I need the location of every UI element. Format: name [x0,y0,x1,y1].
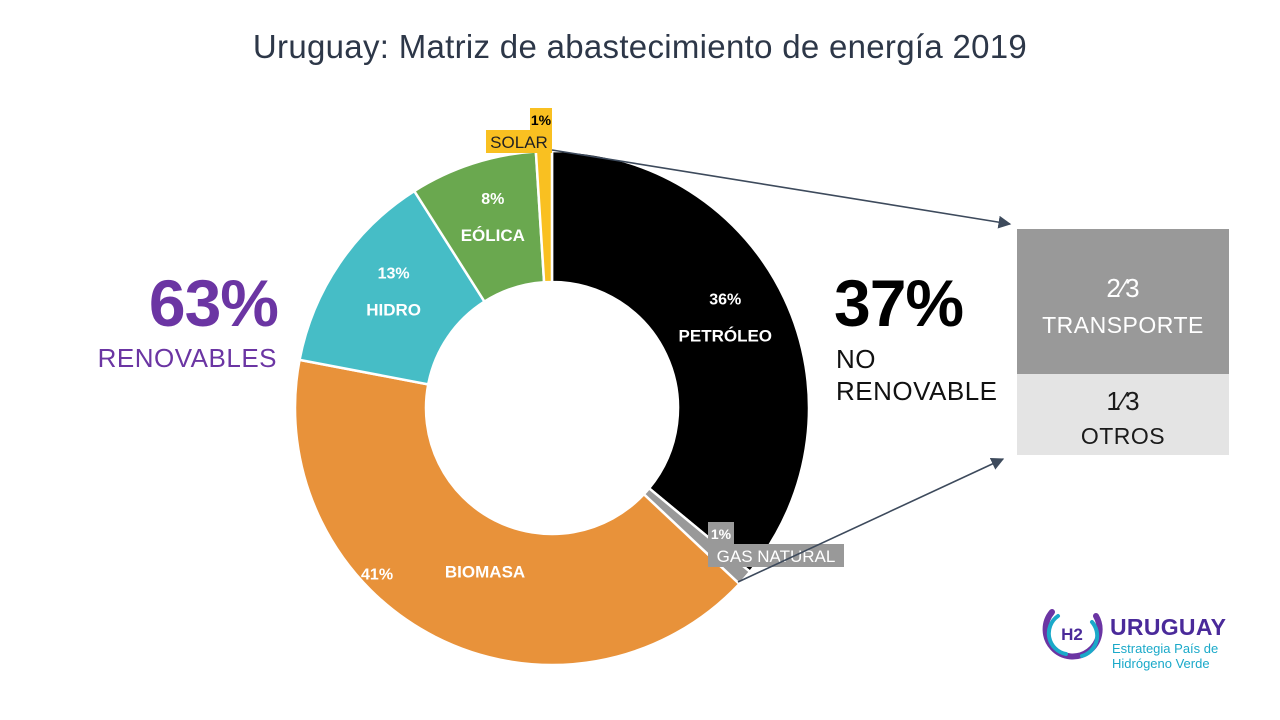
slice-label-value-solar: 1% [531,112,552,128]
nonrenewable-percent: 37% [834,266,964,340]
renewable-percent: 63% [148,266,279,340]
slice-label-name-eolica: EÓLICA [461,226,525,245]
others-label: OTROS [1080,423,1166,449]
callout-arrow-top [551,149,1012,229]
slice-label-value-petroleo: 36% [709,291,741,308]
solar-label-bg [530,108,552,130]
slice-label-name-petroleo: PETRÓLEO [679,326,773,345]
chart-title: Uruguay: Matriz de abastecimiento de ene… [252,28,1028,65]
others-fraction: 1⁄3 [1106,386,1140,416]
h2-logo-icon: H2 [1042,609,1103,660]
slice-label-value-eolica: 8% [481,191,504,208]
transport-box: 2⁄3 TRANSPORTE [1017,229,1229,374]
gas-label-bg [708,522,734,544]
logo-subtitle-line2: Hidrógeno Verde [1112,656,1210,671]
logo-mark-text: H2 [1061,625,1083,644]
slice-label-value-gas-natural: 1% [711,526,732,542]
slice-label-value-biomasa: 41% [361,567,393,584]
gas-name-bg [708,544,844,567]
callout-arrow-bottom [737,458,1005,583]
logo-subtitle-line1: Estrategia País de [1112,641,1219,656]
logo-name: URUGUAY [1110,614,1227,640]
slice-label-name-solar: SOLAR [490,133,548,152]
slice-label-name-hidro: HIDRO [366,300,421,319]
renewable-label: RENOVABLES [97,343,277,373]
slice-label-name-gas-natural: GAS NATURAL [717,547,836,566]
others-box: 1⁄3 OTROS [1017,374,1229,455]
nonrenewable-label-line2: RENOVABLE [836,376,998,406]
transport-fraction: 2⁄3 [1106,273,1140,303]
slice-label-value-hidro: 13% [378,265,410,282]
slice-label-name-biomasa: BIOMASA [445,563,525,582]
nonrenewable-label-line1: NO [836,344,876,374]
slice-petroleo [550,149,811,574]
logo-subtitle: Estrategia País de Hidrógeno Verde [1112,641,1218,671]
solar-name-bg [486,130,552,153]
slice-biomasa [293,358,742,667]
h2-uruguay-logo: H2 URUGUAY Estrategia País de Hidrógeno … [1038,600,1238,671]
nonrenewable-label: NO RENOVABLE [836,343,998,407]
transport-label: TRANSPORTE [1042,312,1204,338]
